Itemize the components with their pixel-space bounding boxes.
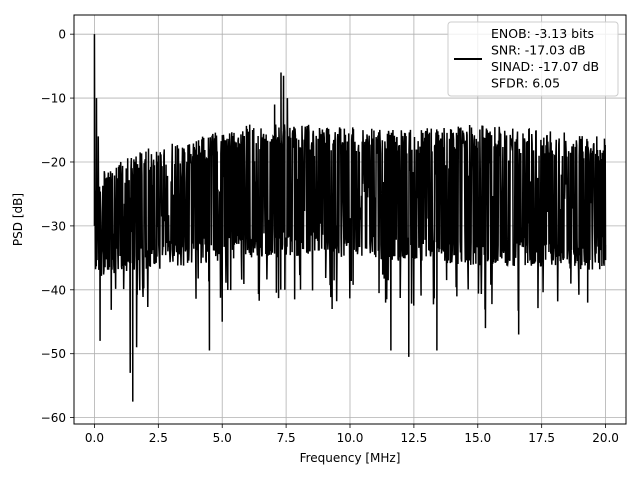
x-tick-label: 10.0 xyxy=(337,431,364,445)
x-tick-label: 20.0 xyxy=(592,431,619,445)
y-tick-label: −20 xyxy=(41,155,66,169)
x-tick-label: 17.5 xyxy=(528,431,555,445)
y-tick-label: 0 xyxy=(58,28,66,42)
x-axis-label: Frequency [MHz] xyxy=(300,451,401,465)
legend-box xyxy=(447,21,619,97)
x-tick-label: 15.0 xyxy=(464,431,491,445)
x-tick-label: 12.5 xyxy=(401,431,428,445)
legend-sfdr: SFDR: 6.05 xyxy=(491,76,560,91)
x-tick-label: 0.0 xyxy=(85,431,104,445)
legend: ENOB: -3.13 bits SNR: -17.03 dB SINAD: -… xyxy=(447,21,619,97)
y-axis-ticks: 0 −10 −20 −30 −40 −50 −60 xyxy=(41,28,74,425)
x-tick-label: 5.0 xyxy=(213,431,232,445)
y-tick-label: −10 xyxy=(41,92,66,106)
legend-sinad: SINAD: -17.07 dB xyxy=(491,59,599,74)
psd-series-line xyxy=(93,34,607,402)
y-tick-label: −30 xyxy=(41,219,66,233)
y-tick-label: −40 xyxy=(41,283,66,297)
y-axis-label: PSD [dB] xyxy=(11,193,25,246)
x-tick-label: 2.5 xyxy=(149,431,168,445)
y-tick-label: −50 xyxy=(41,347,66,361)
y-tick-label: −60 xyxy=(41,411,66,425)
x-tick-label: 7.5 xyxy=(277,431,296,445)
plot-area xyxy=(93,34,607,402)
legend-enob: ENOB: -3.13 bits xyxy=(491,26,594,41)
legend-snr: SNR: -17.03 dB xyxy=(491,43,586,58)
x-axis-ticks: 0.0 2.5 5.0 7.5 10.0 12.5 15.0 17.5 20.0 xyxy=(85,424,619,445)
